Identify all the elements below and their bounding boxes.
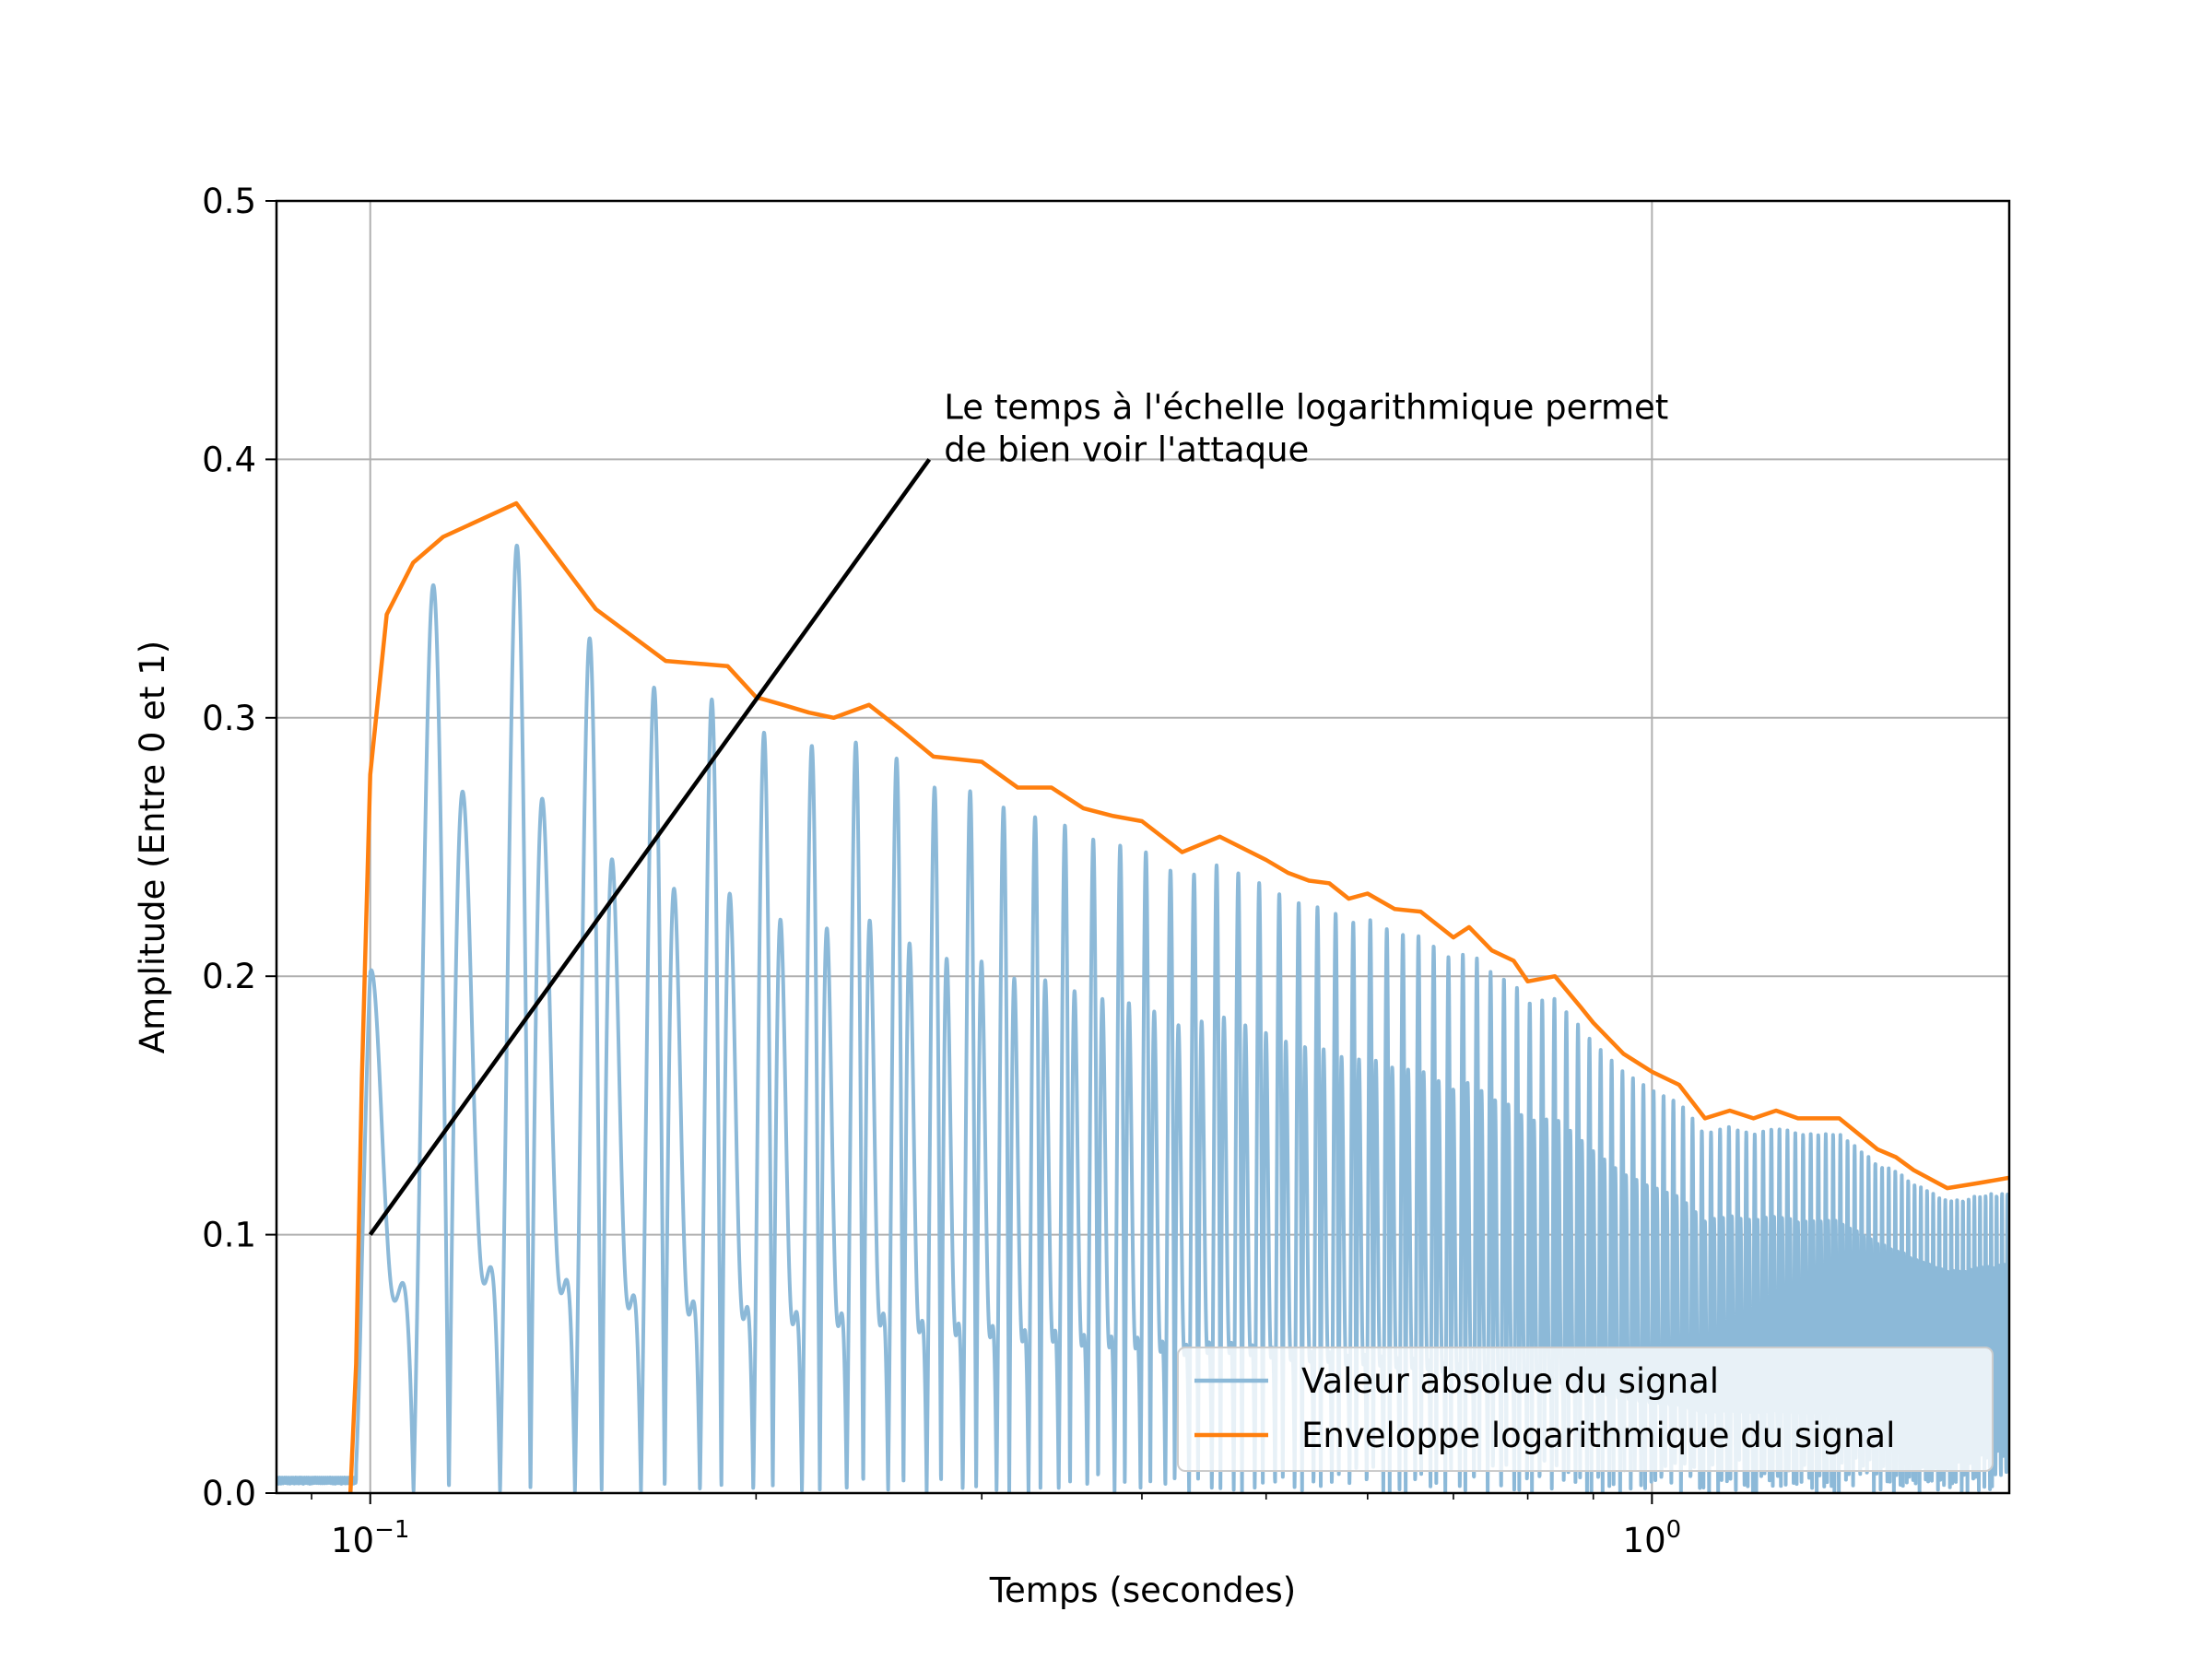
y-tick-label: 0.1 xyxy=(202,1216,256,1255)
annotation-text-line: de bien voir l'attaque xyxy=(944,429,1309,469)
envelope-series-line xyxy=(347,500,2009,1493)
y-tick-label: 0.3 xyxy=(202,699,256,738)
annotation: Le temps à l'échelle logarithmique perme… xyxy=(944,387,1668,469)
x-tick-label: 10−1 xyxy=(331,1516,409,1560)
x-axis-title: Temps (secondes) xyxy=(989,1571,1297,1610)
annotation-arrow xyxy=(368,458,932,1236)
y-tick-label: 0.4 xyxy=(202,440,256,479)
y-axis-title: Amplitude (Entre 0 et 1) xyxy=(133,641,172,1053)
legend: Valeur absolue du signal Enveloppe logar… xyxy=(1177,1347,1994,1472)
legend-label-envelope: Enveloppe logarithmique du signal xyxy=(1301,1416,1895,1455)
signal-series-line xyxy=(276,543,2009,1493)
y-tick-label: 0.0 xyxy=(202,1474,256,1513)
y-tick-label: 0.5 xyxy=(202,182,256,221)
y-tick-label: 0.2 xyxy=(202,957,256,996)
axis-ticks: 0.00.10.20.30.40.510−1 100 xyxy=(202,182,1681,1560)
annotation-text-line: Le temps à l'échelle logarithmique perme… xyxy=(944,387,1668,427)
legend-label-signal: Valeur absolue du signal xyxy=(1301,1361,1719,1401)
plot-frame xyxy=(275,199,2011,1495)
legend-box xyxy=(1177,1347,1994,1472)
